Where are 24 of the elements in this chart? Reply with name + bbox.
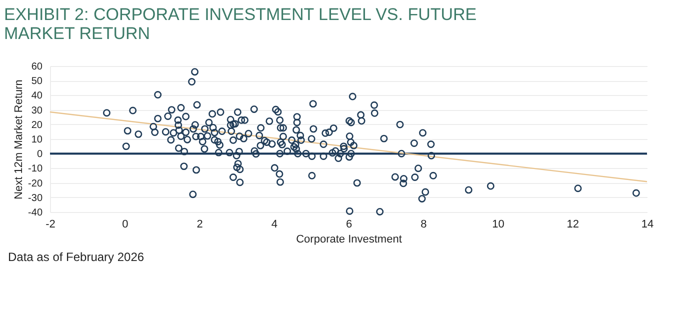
x-tick-label: 12 xyxy=(566,218,579,230)
x-tick-label: 14 xyxy=(641,218,654,230)
x-tick-label: 8 xyxy=(420,218,427,230)
x-tick-label: -2 xyxy=(46,218,56,230)
x-tick-label: 10 xyxy=(492,218,504,230)
y-tick-label: 20 xyxy=(31,120,43,131)
x-axis-title: Corporate Investment xyxy=(296,234,402,246)
y-tick-label: 40 xyxy=(31,90,43,102)
y-tick-label: -20 xyxy=(28,178,43,190)
y-tick-label: 30 xyxy=(31,105,43,116)
x-tick-label: 2 xyxy=(196,218,203,230)
y-tick-label: 10 xyxy=(31,134,43,146)
y-tick-label: -30 xyxy=(28,192,43,204)
x-tick-label: 6 xyxy=(346,218,352,230)
y-axis-title: Next 12m Market Return xyxy=(13,80,26,200)
y-tick-label: -10 xyxy=(28,164,43,175)
text: Data as of February 2026 xyxy=(8,250,146,264)
y-tick-label: 0 xyxy=(36,149,43,160)
x-tick-label: 4 xyxy=(271,218,278,230)
y-tick-label: -40 xyxy=(28,208,43,218)
y-tick-label: 60 xyxy=(31,62,43,72)
x-tick-label: 0 xyxy=(122,218,128,230)
chart-title: EXHIBIT 2: CORPORATE INVESTMENT LEVEL VS. FUTURE MARKET RETURN xyxy=(4,5,477,43)
y-tick-label: 50 xyxy=(31,76,43,88)
